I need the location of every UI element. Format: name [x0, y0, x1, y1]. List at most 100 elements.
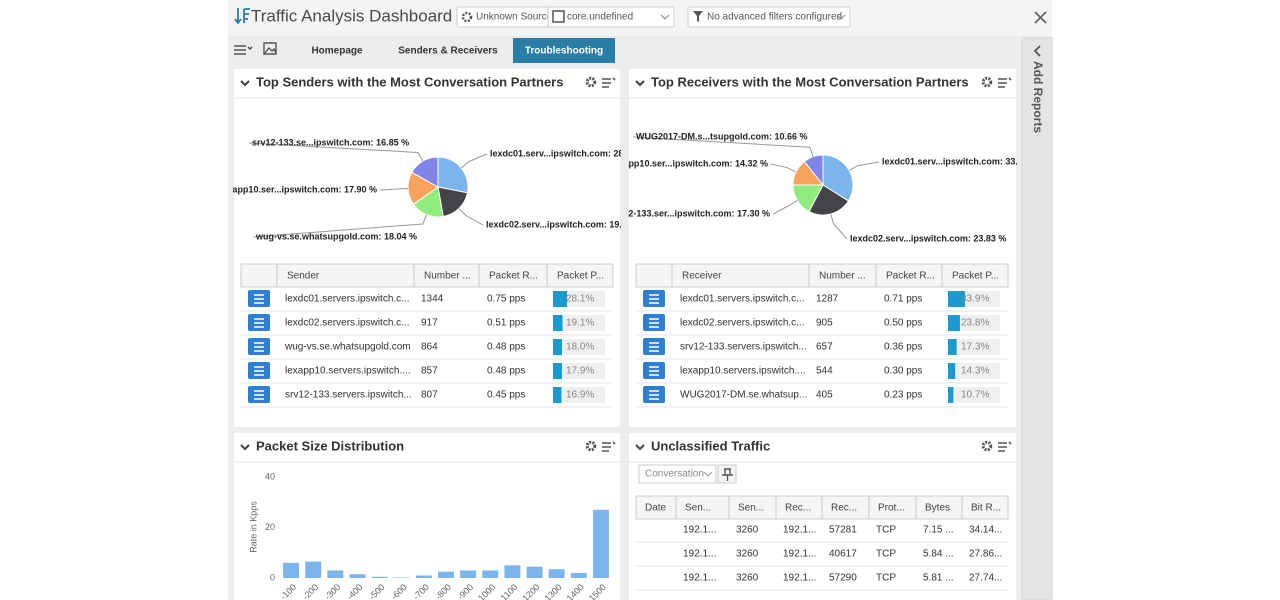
tab-label: Troubleshooting: [525, 46, 603, 57]
pie-label: lexdc02.serv...ipswitch.com: 19.10 %: [486, 219, 642, 229]
panel-title: Top Receivers with the Most Conversation…: [651, 74, 969, 89]
menu-icon[interactable]: [998, 77, 1012, 88]
column-header: Bit R...: [971, 503, 1001, 514]
filter-icon: [693, 11, 703, 22]
collapse-chevron[interactable]: [240, 80, 250, 87]
dropdown-caret: [836, 14, 846, 20]
cell-count: 857: [421, 366, 438, 377]
column-header: Packet R...: [489, 271, 538, 282]
cell-count: 1344: [421, 294, 444, 305]
pie-connector: [379, 188, 409, 191]
cell: 192.1...: [683, 525, 716, 536]
dropdown-label: Conversation: [645, 469, 704, 480]
settings-icon[interactable]: [981, 76, 993, 88]
row-action-button[interactable]: [643, 314, 665, 331]
row-action-button[interactable]: [643, 290, 665, 307]
filter-dropdown[interactable]: core.undefined: [547, 6, 675, 28]
column-header: Number ...: [424, 271, 471, 282]
row-action-button[interactable]: [248, 290, 270, 307]
tab[interactable]: Troubleshooting: [513, 38, 615, 63]
cell-rate: 0.71 pps: [884, 294, 922, 305]
menu-icon[interactable]: [602, 77, 616, 88]
percent-bar: [553, 363, 562, 379]
cell-percent: 28.1%: [566, 294, 594, 305]
bar: [415, 575, 432, 578]
filter-dropdown[interactable]: No advanced filters configured: [687, 6, 851, 28]
pie-connector: [248, 142, 424, 162]
close-button[interactable]: [1034, 11, 1047, 24]
cell-name: lexdc02.servers.ipswitch.c...: [680, 318, 805, 329]
cell-name: lexdc01.servers.ipswitch.c...: [680, 294, 805, 305]
image-icon[interactable]: [263, 42, 277, 55]
cell-percent: 17.9%: [566, 366, 594, 377]
pin-button[interactable]: [717, 464, 737, 484]
settings-icon[interactable]: [585, 440, 597, 452]
cell-name: WUG2017-DM.se.whatsup...: [680, 390, 807, 401]
button-icon: [254, 390, 264, 400]
cell-rate: 0.50 pps: [884, 318, 922, 329]
row-action-button[interactable]: [248, 362, 270, 379]
bar: [548, 569, 565, 578]
icon-shape: [234, 8, 250, 25]
column-header: Date: [645, 503, 667, 514]
cell: 3260: [736, 549, 759, 560]
cell: 34.14...: [969, 525, 1002, 536]
button-icon: [254, 342, 264, 352]
percent-track: [553, 315, 605, 331]
pie-connector: [632, 136, 814, 157]
button-icon: [649, 390, 659, 400]
bar: [460, 570, 477, 578]
menu-icon[interactable]: [998, 441, 1012, 452]
bar: [283, 562, 300, 578]
pie-label: srv12-133.se...ipswitch.com: 16.85 %: [252, 137, 409, 147]
filter-icon: [552, 10, 565, 23]
tab[interactable]: Senders & Receivers: [398, 46, 498, 57]
row-action-button[interactable]: [643, 362, 665, 379]
cell-rate: 0.45 pps: [487, 390, 525, 401]
button-icon: [649, 342, 659, 352]
row-action-button[interactable]: [248, 386, 270, 403]
pie-label: lexdc01.serv...ipswitch.com: 33.90 %: [882, 156, 1038, 166]
pie-label: lexapp10.ser...ipswitch.com: 14.32 %: [611, 158, 768, 168]
tab-label: Senders & Receivers: [398, 46, 498, 57]
percent-bar: [948, 339, 957, 355]
panel-title: Top Senders with the Most Conversation P…: [256, 74, 563, 89]
cell-rate: 0.75 pps: [487, 294, 525, 305]
pie-label: WUG2017-DM.s...tsupgold.com: 10.66 %: [636, 131, 808, 141]
cell: 192.1...: [783, 525, 816, 536]
sidebar: [1021, 37, 1053, 600]
settings-icon[interactable]: [585, 76, 597, 88]
row-action-button[interactable]: [248, 314, 270, 331]
tab[interactable]: Homepage: [311, 46, 363, 57]
filter-dropdown[interactable]: Conversation: [638, 464, 717, 484]
row-action-button[interactable]: [643, 386, 665, 403]
cell-rate: 0.48 pps: [487, 366, 525, 377]
column-header: Sen...: [738, 503, 764, 514]
collapse-chevron[interactable]: [635, 80, 645, 87]
row-action-button[interactable]: [248, 338, 270, 355]
menu-icon[interactable]: [602, 441, 616, 452]
cell-rate: 0.51 pps: [487, 318, 525, 329]
collapse-chevron[interactable]: [635, 444, 645, 451]
list-icon[interactable]: [234, 45, 253, 55]
sidebar-chevron[interactable]: [1033, 45, 1041, 57]
pie-label: lexdc02.serv...ipswitch.com: 23.83 %: [850, 233, 1006, 243]
cell: TCP: [876, 549, 896, 560]
filter-dropdown[interactable]: Unknown Source: [456, 6, 563, 28]
cell-name: srv12-133.servers.ipswitch...: [285, 390, 412, 401]
row-action-button[interactable]: [643, 338, 665, 355]
percent-bar: [553, 315, 563, 331]
filter-icon: [461, 11, 473, 23]
title-icon: [234, 8, 250, 25]
collapse-chevron[interactable]: [240, 444, 250, 451]
percent-bar: [948, 363, 956, 379]
settings-icon[interactable]: [981, 440, 993, 452]
bar: [305, 561, 322, 578]
cell-count: 544: [816, 366, 833, 377]
cell-rate: 0.48 pps: [487, 342, 525, 353]
pie-slice: [803, 154, 824, 187]
button-icon: [254, 366, 264, 376]
percent-track: [948, 315, 1000, 331]
cell: 27.86...: [969, 549, 1002, 560]
